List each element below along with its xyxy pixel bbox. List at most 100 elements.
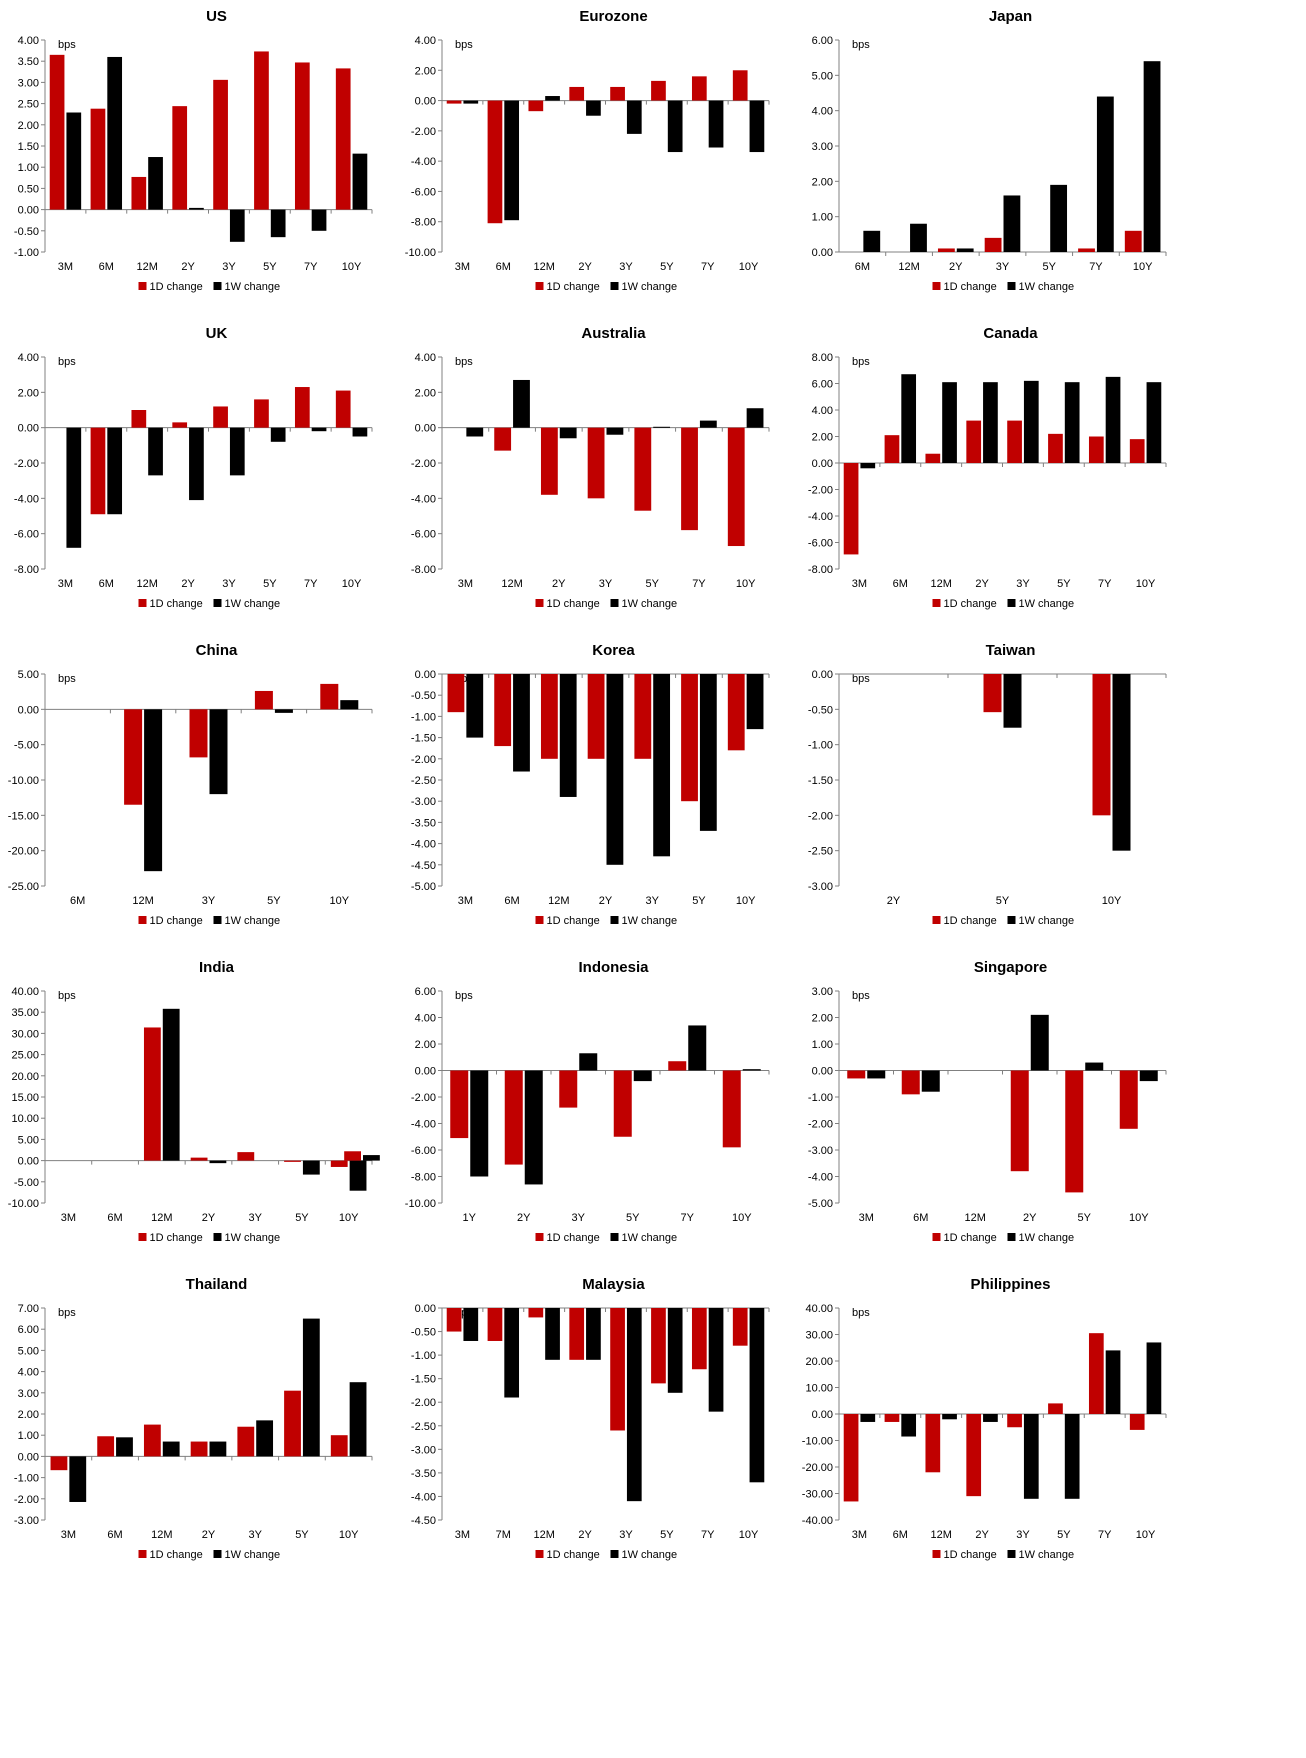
bar-1w-5y: [1064, 382, 1080, 463]
y-tick-label: -8.00: [808, 564, 833, 576]
x-tick-label: 2Y: [202, 1212, 216, 1224]
legend-label-1w: 1W change: [1019, 598, 1075, 610]
legend-swatch-1w: [213, 1233, 222, 1241]
y-tick-label: -1.00: [808, 1092, 833, 1104]
bar-1w-5y: [302, 1160, 320, 1175]
bar-1w-5y: [302, 1318, 320, 1457]
x-tick-label: 3Y: [248, 1212, 262, 1224]
x-tick-label: 7Y: [1098, 578, 1112, 590]
y-tick-label: 0.00: [415, 1303, 436, 1315]
bar-1w-6m: [513, 674, 530, 772]
bar-1w-5y: [270, 427, 286, 442]
y-tick-label: -1.00: [14, 1473, 39, 1485]
y-tick-label: -10.00: [405, 1198, 436, 1210]
y-tick-label: 6.00: [18, 1324, 39, 1336]
bar-1d-6m: [90, 108, 106, 210]
legend-swatch-1d: [535, 282, 544, 290]
legend-swatch-1w: [1007, 1233, 1016, 1241]
y-tick-label: 40.00: [11, 986, 39, 998]
bar-1w-3y: [256, 1420, 274, 1457]
legend-swatch-1w: [610, 599, 619, 607]
bar-1d-3y: [237, 1152, 255, 1161]
x-tick-label: 10Y: [732, 1212, 752, 1224]
y-tick-label: 5.00: [18, 669, 39, 681]
y-tick-label: 2.00: [18, 120, 39, 132]
bar-1w-6m: [107, 427, 123, 515]
chart-title: Singapore: [974, 959, 1047, 976]
chart-title: Indonesia: [578, 959, 649, 976]
y-tick-label: 15.00: [11, 1092, 39, 1104]
bar-1w-2y: [606, 674, 624, 865]
x-tick-label: 5Y: [1057, 1529, 1071, 1541]
x-tick-label: 2Y: [202, 1529, 216, 1541]
legend-swatch-1d: [138, 282, 147, 290]
bar-1d-3m: [49, 54, 65, 210]
legend-swatch-1d: [535, 1233, 544, 1241]
bar-1d-5y: [254, 690, 273, 710]
bar-1d-3m: [447, 674, 465, 713]
legend-label-1d: 1D change: [547, 1549, 600, 1561]
y-tick-label: 4.00: [415, 352, 436, 364]
bar-1d-2y: [966, 420, 982, 463]
y-tick-label: -8.00: [411, 1172, 436, 1184]
legend-swatch-1w: [213, 282, 222, 290]
legend-label-1d: 1D change: [547, 598, 600, 610]
chart-svg-indonesia: Indonesia bps -10.00 -8.00 -6.00 -4.00 -2.00 0.…: [405, 959, 770, 1244]
unit-label: bps: [58, 1307, 76, 1319]
y-tick-label: -4.50: [411, 1515, 436, 1527]
legend-label-1d: 1D change: [944, 281, 997, 293]
legend-label-1d: 1D change: [944, 1549, 997, 1561]
y-tick-label: -0.50: [411, 690, 436, 702]
x-tick-label: 3Y: [202, 895, 216, 907]
x-tick-label: 3M: [58, 261, 73, 273]
bar-1w-10y: [352, 153, 368, 210]
bar-1w-10y: [1112, 674, 1131, 851]
bar-1d-5y: [651, 80, 666, 101]
x-tick-label: 7Y: [701, 261, 715, 273]
bar-1d-3y: [1007, 1414, 1022, 1428]
bar-1d-2y: [504, 1070, 523, 1165]
y-tick-label: 0.00: [415, 96, 436, 108]
bar-1d-3m: [843, 1414, 859, 1502]
bar-1d-10y: [732, 1308, 748, 1346]
bar-1d-3y: [610, 1308, 625, 1431]
x-tick-label: 6M: [504, 895, 519, 907]
bar-1w-7y: [708, 1308, 724, 1412]
bar-1d-2y: [190, 1157, 208, 1161]
legend-swatch-1d: [932, 1550, 941, 1558]
bar-1d-5y: [613, 1070, 632, 1137]
y-tick-label: -4.00: [411, 1119, 436, 1131]
y-tick-label: 1.00: [18, 162, 39, 174]
x-tick-label: 12M: [533, 261, 554, 273]
bar-1w-3y: [653, 674, 671, 857]
bar-1d-3y: [1007, 420, 1022, 463]
y-tick-label: -5.00: [411, 881, 436, 893]
bar-1d-2y: [172, 106, 188, 210]
bar-1w-7y: [688, 1025, 707, 1071]
x-tick-label: 6M: [99, 578, 114, 590]
y-tick-label: -8.00: [411, 564, 436, 576]
chart-singapore: Singapore bps -5.00 -4.00 -3.00 -2.00 -1.00 0.0…: [799, 953, 1234, 1304]
unit-label: bps: [58, 673, 76, 685]
bar-1d-6m: [884, 1414, 900, 1422]
bar-1w-3m: [466, 427, 484, 437]
y-tick-label: 6.00: [812, 379, 833, 391]
y-tick-label: -2.00: [411, 1092, 436, 1104]
legend-swatch-1w: [1007, 916, 1016, 924]
chart-svg-us: US bps -1.00 -0.50 0.00 0.50 1.00 1.50 2.00 2.50 3…: [14, 8, 373, 293]
x-tick-label: 6M: [99, 261, 114, 273]
x-tick-label: 3M: [455, 261, 470, 273]
chart-china: China bps -25.00 -20.00 -15.00 -10.00 -5.00 0.0…: [5, 636, 440, 987]
x-tick-label: 3Y: [222, 261, 236, 273]
y-tick-label: -1.50: [411, 733, 436, 745]
y-tick-label: -10.00: [405, 247, 436, 259]
y-tick-label: 4.00: [812, 106, 833, 118]
y-tick-label: 2.00: [18, 387, 39, 399]
legend-swatch-1d: [138, 1233, 147, 1241]
bar-1w-3y: [1023, 380, 1039, 463]
x-tick-label: 6M: [107, 1529, 122, 1541]
x-tick-label: 1Y: [463, 1212, 477, 1224]
legend-swatch-1w: [213, 599, 222, 607]
bar-1d-12m: [143, 1027, 161, 1161]
